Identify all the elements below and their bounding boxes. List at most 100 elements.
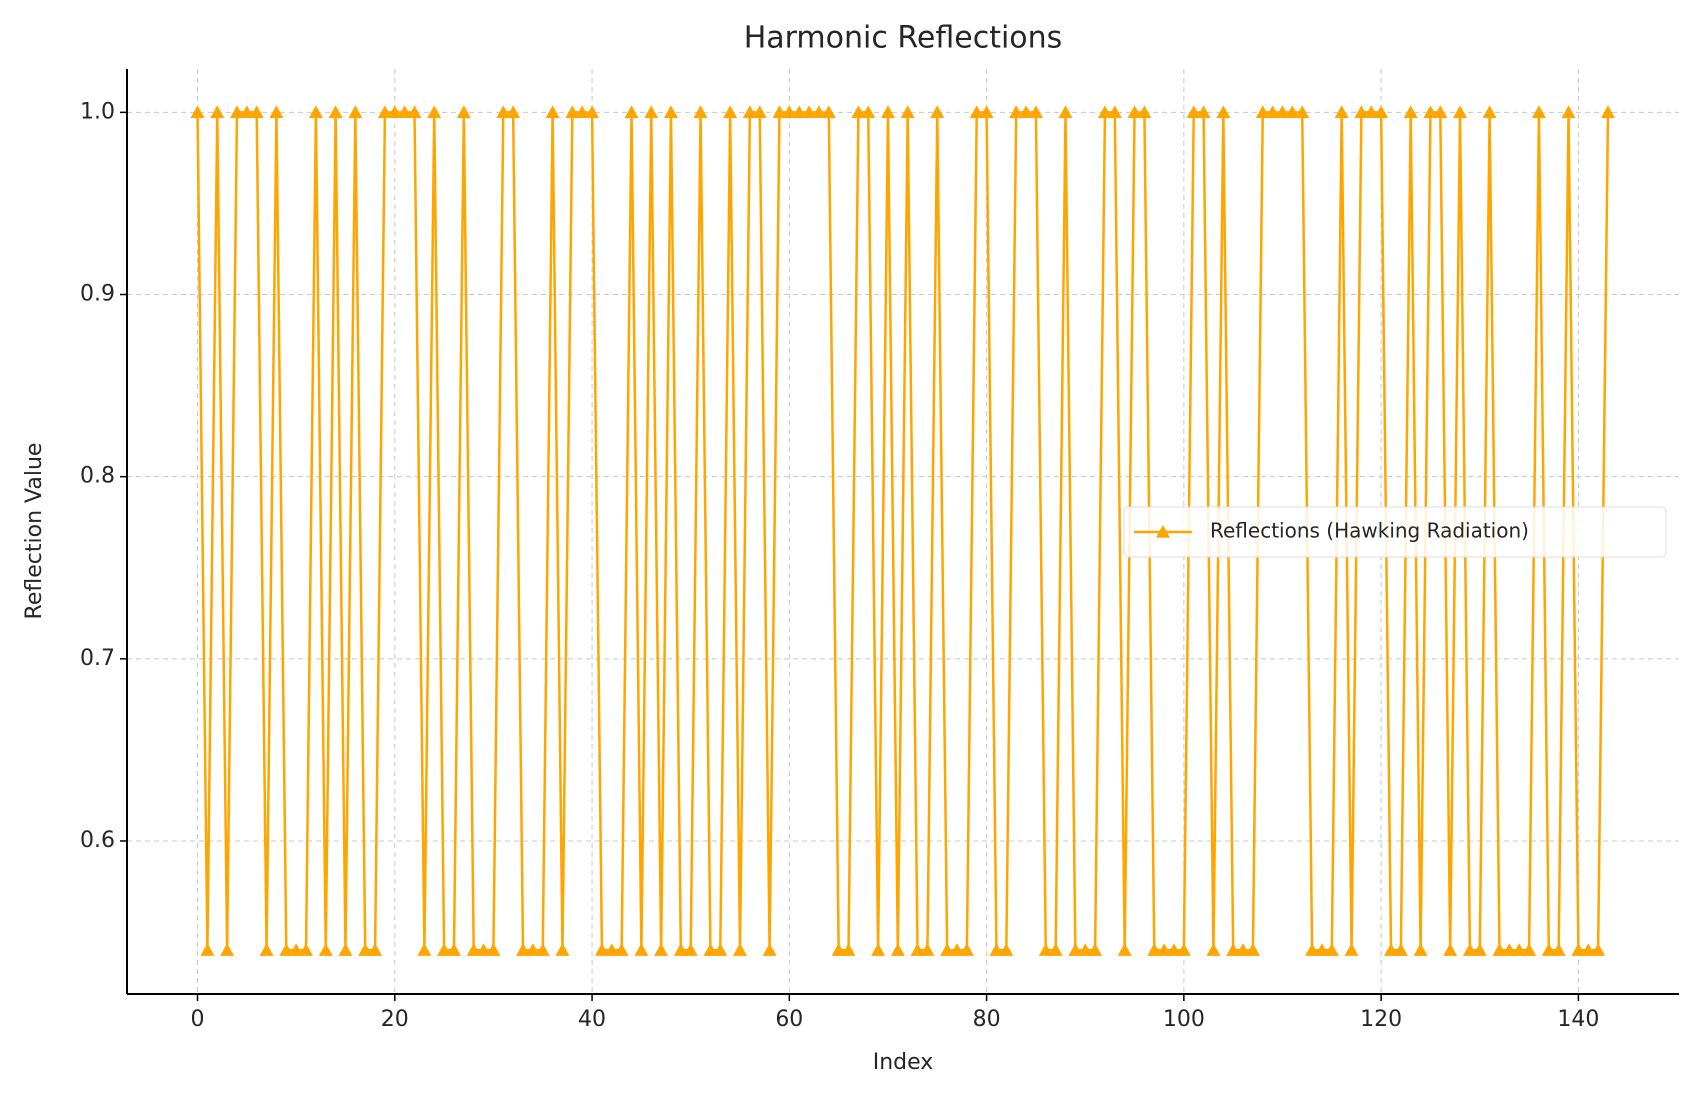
data-point	[585, 105, 600, 118]
data-point	[1117, 943, 1132, 956]
x-tick-label: 40	[578, 1007, 606, 1032]
data-point	[1028, 105, 1043, 118]
data-point	[930, 105, 945, 118]
data-point	[427, 105, 442, 118]
data-point	[1305, 943, 1320, 956]
data-point	[1502, 943, 1517, 956]
data-point	[1344, 943, 1359, 956]
chart-title: Harmonic Reflections	[744, 21, 1063, 56]
data-point	[1541, 943, 1556, 956]
legend-marker	[1156, 525, 1170, 538]
data-point	[900, 105, 915, 118]
data-point	[1314, 943, 1329, 956]
data-point	[880, 105, 895, 118]
x-tick-label: 0	[191, 1007, 205, 1032]
data-point	[1413, 943, 1428, 956]
data-point	[693, 105, 708, 118]
data-point	[1423, 105, 1438, 118]
data-point	[1157, 943, 1172, 956]
data-point	[1462, 943, 1477, 956]
data-point	[1591, 943, 1606, 956]
data-point	[614, 943, 629, 956]
y-tick-label: 1.0	[80, 99, 115, 124]
data-point	[772, 105, 787, 118]
data-point	[1088, 943, 1103, 956]
data-point	[1354, 105, 1369, 118]
data-point	[1453, 105, 1468, 118]
data-point	[1600, 105, 1615, 118]
data-point	[249, 105, 264, 118]
data-point	[200, 943, 215, 956]
data-point	[269, 105, 284, 118]
data-point	[1147, 943, 1162, 956]
data-point	[190, 105, 205, 118]
x-tick-label: 100	[1163, 1007, 1205, 1032]
data-point	[1186, 105, 1201, 118]
y-tick-label: 0.6	[80, 828, 115, 853]
data-point	[1383, 943, 1398, 956]
data-point	[525, 943, 540, 956]
data-point	[1531, 105, 1546, 118]
data-point	[1522, 943, 1537, 956]
data-point	[437, 943, 452, 956]
data-point	[644, 105, 659, 118]
data-point	[940, 943, 955, 956]
data-point	[851, 105, 866, 118]
data-point	[683, 943, 698, 956]
data-point	[1265, 105, 1280, 118]
data-point	[1581, 943, 1596, 956]
data-point	[831, 943, 846, 956]
data-point	[1472, 943, 1487, 956]
data-point	[1137, 105, 1152, 118]
data-point	[1176, 943, 1191, 956]
data-point	[1512, 943, 1527, 956]
data-point	[397, 105, 412, 118]
data-point	[466, 943, 481, 956]
data-point	[703, 943, 718, 956]
x-tick-label: 80	[973, 1007, 1001, 1032]
data-point	[516, 943, 531, 956]
data-point	[210, 105, 225, 118]
data-point	[1009, 105, 1024, 118]
data-point	[1255, 105, 1270, 118]
data-point	[1196, 105, 1211, 118]
data-point	[1206, 943, 1221, 956]
data-point	[1245, 943, 1260, 956]
data-point	[1433, 105, 1448, 118]
data-point	[979, 105, 994, 118]
data-point	[555, 943, 570, 956]
data-point	[545, 105, 560, 118]
y-tick-label: 0.8	[80, 464, 115, 489]
data-point	[535, 943, 550, 956]
data-point	[821, 105, 836, 118]
data-point	[1226, 943, 1241, 956]
data-point	[723, 105, 738, 118]
legend-label: Reflections (Hawking Radiation)	[1210, 519, 1529, 543]
data-point	[950, 943, 965, 956]
data-point	[1038, 943, 1053, 956]
y-tick-label: 0.9	[80, 282, 115, 307]
data-point	[999, 943, 1014, 956]
data-point	[476, 943, 491, 956]
data-point	[1058, 105, 1073, 118]
x-tick-label: 120	[1360, 1007, 1402, 1032]
data-point	[338, 943, 353, 956]
data-point	[368, 943, 383, 956]
data-point	[762, 943, 777, 956]
data-point	[624, 105, 639, 118]
data-point	[920, 943, 935, 956]
data-point	[742, 105, 757, 118]
data-point	[220, 943, 235, 956]
data-point	[1127, 105, 1142, 118]
data-point	[1019, 105, 1034, 118]
data-point	[239, 105, 254, 118]
data-point	[377, 105, 392, 118]
data-point	[1068, 943, 1083, 956]
data-point	[1166, 943, 1181, 956]
data-point	[733, 943, 748, 956]
data-point	[959, 943, 974, 956]
data-point	[279, 943, 294, 956]
data-point	[673, 943, 688, 956]
data-point	[299, 943, 314, 956]
